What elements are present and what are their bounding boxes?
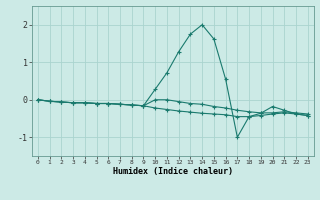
X-axis label: Humidex (Indice chaleur): Humidex (Indice chaleur) bbox=[113, 167, 233, 176]
